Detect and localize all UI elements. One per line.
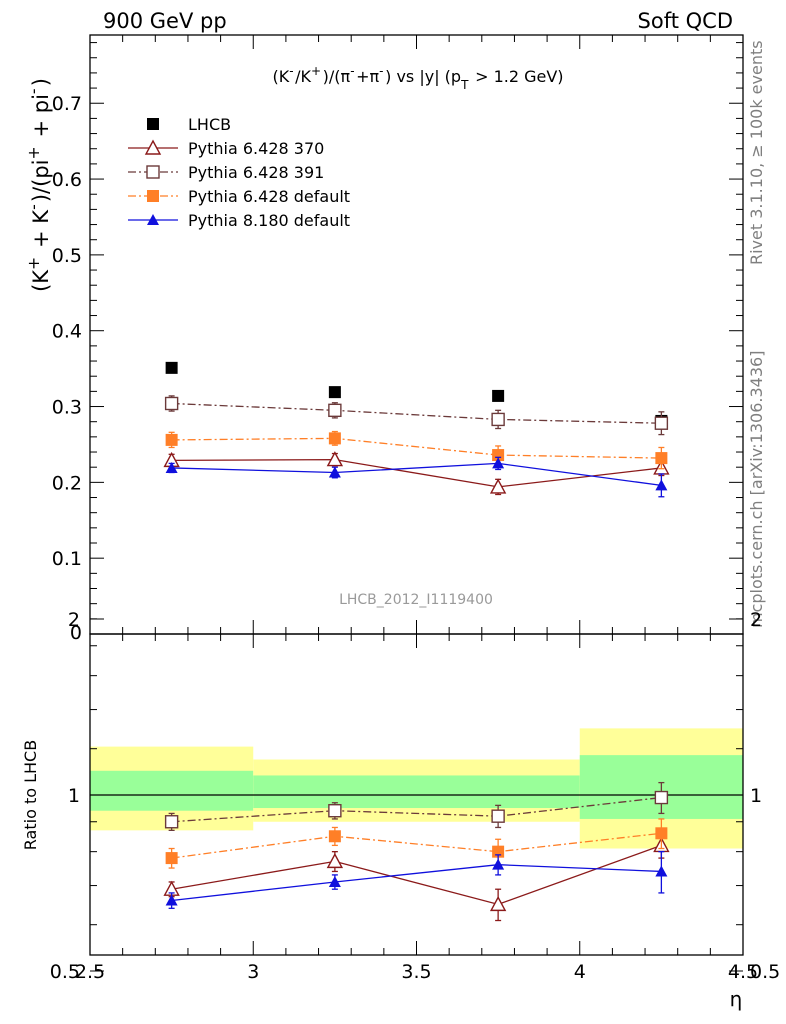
data-point: [147, 214, 159, 225]
ratio-plot-frame: [89, 633, 744, 956]
data-point: [492, 389, 505, 402]
data-point: [146, 165, 160, 179]
y-tick-label: 2: [68, 609, 80, 631]
y-tick-label: 2: [750, 609, 762, 631]
data-point: [491, 412, 505, 427]
legend: LHCB Pythia 6.428 370 Pythia 6.428 391 Pyth…: [128, 115, 350, 230]
data-point: [144, 139, 162, 155]
ratio-plot-panel: 0.5 0.5 1 1 2 2 2.5 3 3.5 4 4.5 Ratio to LHCB η: [21, 609, 780, 1011]
y-tick-label: 0.1: [52, 548, 82, 570]
data-point: [489, 895, 507, 912]
data-point: [328, 403, 342, 418]
x-tick-label: 4.5: [728, 961, 758, 983]
x-tick-label: 2.5: [75, 961, 105, 983]
data-point: [328, 875, 341, 887]
series-line: [171, 458, 662, 488]
y-axis-label: (K+ + K- )/(pi+ + pi- ): [24, 78, 54, 292]
data-point: [492, 457, 505, 469]
series-pythia-6-428-370: [163, 451, 670, 496]
y-tick-label: 0.7: [52, 93, 82, 115]
header-left: 900 GeV pp: [103, 9, 227, 33]
y-tick-label: 0.6: [52, 169, 82, 191]
data-point: [147, 118, 159, 130]
y-tick-label: 1: [68, 785, 80, 807]
y-tick-label: 0.5: [750, 961, 780, 983]
data-point: [654, 790, 669, 805]
x-tick-label: 3.5: [401, 961, 431, 983]
series-pythia-6-428-391: [164, 781, 669, 832]
series-line: [171, 402, 662, 424]
y-tick-label: 0.4: [52, 321, 82, 343]
y-tick-label: 0.5: [52, 245, 82, 267]
series-line: [171, 796, 662, 823]
series-pythia-8-180-default: [165, 456, 668, 498]
data-point: [654, 416, 669, 430]
data-point: [328, 830, 341, 843]
series-lhcb: [165, 361, 668, 427]
y-tick-label: 1: [750, 785, 762, 807]
y-tick-label: 0.3: [52, 397, 82, 419]
uncertainty-band-green: [90, 770, 254, 811]
data-point: [165, 433, 178, 446]
header-right: Soft QCD: [638, 9, 733, 33]
data-point: [164, 396, 179, 411]
x-axis-label: η: [730, 987, 743, 1011]
x-tick-label: 4: [574, 961, 586, 983]
data-point: [328, 466, 341, 478]
series-pythia-6-428-default: [165, 430, 668, 470]
legend-entry: Pythia 8.180 default: [188, 211, 350, 230]
series-line: [171, 437, 662, 459]
series-line: [171, 844, 662, 906]
data-point: [491, 809, 505, 823]
data-point: [147, 190, 159, 202]
data-point: [492, 449, 505, 462]
series-pythia-6-428-391: [164, 395, 669, 436]
data-point: [328, 432, 341, 445]
data-point: [655, 479, 668, 491]
y-tick-label: 0.2: [52, 472, 82, 494]
legend-entry: Pythia 6.428 default: [188, 187, 350, 206]
series-line: [171, 832, 662, 859]
ratio-y-axis-label: Ratio to LHCB: [21, 740, 40, 850]
data-point: [326, 852, 344, 869]
data-point: [655, 865, 668, 877]
legend-entry: Pythia 6.428 370: [188, 139, 324, 158]
data-point: [326, 451, 344, 467]
data-point: [165, 894, 178, 906]
x-tick-label: 3: [247, 961, 259, 983]
rivet-label: Rivet 3.1.10, ≥ 100k events: [747, 40, 766, 265]
data-point: [655, 827, 668, 840]
analysis-watermark: LHCB_2012_I1119400: [339, 592, 493, 608]
uncertainty-band-green: [253, 775, 580, 809]
legend-entry: LHCB: [188, 115, 231, 134]
data-point: [655, 452, 668, 465]
data-point: [165, 461, 178, 473]
y-tick-label: 0.5: [50, 961, 80, 983]
data-point: [165, 361, 178, 374]
series-line: [171, 864, 662, 902]
data-point: [489, 478, 507, 494]
main-plot-panel: (K- /K+ )/(π- +π- ) vs |y| (pT > 1.2 GeV…: [24, 34, 744, 644]
legend-entry: Pythia 6.428 391: [188, 163, 324, 182]
data-point: [328, 386, 341, 399]
series-pythia-8-180-default: [165, 851, 668, 909]
data-point: [165, 852, 178, 865]
data-point: [164, 815, 179, 829]
y-tick-label: 0: [70, 622, 82, 644]
mcplots-label: mcplots.cern.ch [arXiv:1306.3436]: [747, 351, 766, 628]
data-point: [492, 858, 505, 870]
plot-title: (K- /K+ )/(π- +π- ) vs |y| (pT > 1.2 GeV…: [272, 64, 563, 92]
series-line: [171, 462, 662, 487]
data-point: [328, 804, 342, 818]
